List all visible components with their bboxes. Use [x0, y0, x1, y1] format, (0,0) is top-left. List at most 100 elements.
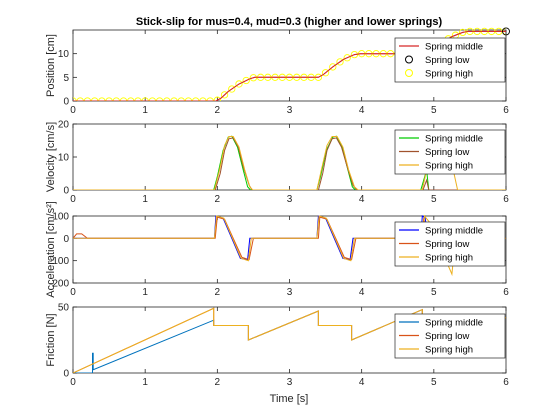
- series-marker-high: [91, 97, 99, 101]
- y-axis-label: Velocity [cm/s]: [45, 122, 57, 192]
- series-marker-high: [73, 97, 77, 101]
- legend: Spring middle Spring low Spring high: [394, 129, 506, 175]
- y-axis-label: Acceleration [cm/s²]: [45, 201, 57, 298]
- x-tick-label: 2: [215, 105, 221, 116]
- figure-title: Stick-slip for mus=0.4, mud=0.3 (higher …: [136, 16, 443, 28]
- x-tick-label: 4: [359, 377, 365, 388]
- series-marker-high: [235, 80, 243, 88]
- x-tick-label: 6: [503, 194, 509, 205]
- x-tick-label: 3: [287, 194, 293, 205]
- series-marker-high: [134, 97, 142, 101]
- y-tick-label: 100: [52, 212, 69, 223]
- legend-label: Spring middle: [425, 42, 483, 53]
- legend-label: Spring low: [425, 147, 469, 158]
- legend: Spring middle Spring low Spring high: [394, 37, 506, 83]
- legend-label: Spring middle: [425, 318, 483, 329]
- x-tick-label: 1: [142, 287, 148, 298]
- legend-swatch: [405, 55, 413, 64]
- series-marker-high: [228, 85, 236, 93]
- series-marker-high: [141, 97, 149, 101]
- x-tick-label: 6: [503, 287, 509, 298]
- y-tick-label: 10: [58, 49, 70, 60]
- legend-box: [394, 37, 506, 83]
- y-axis-label: Friction [N]: [45, 313, 57, 366]
- x-axis-label: Time [s]: [270, 393, 309, 405]
- series-marker-low: [502, 27, 510, 36]
- x-tick-label: 0: [70, 377, 76, 388]
- x-tick-label: 4: [359, 194, 365, 205]
- series-marker-high: [177, 97, 185, 101]
- y-tick-label: 50: [58, 303, 70, 314]
- series-marker-high: [206, 97, 214, 101]
- series-marker-high: [83, 97, 92, 101]
- x-tick-label: 1: [142, 377, 148, 388]
- legend-label: Spring low: [425, 239, 469, 250]
- x-tick-label: 5: [431, 377, 437, 388]
- y-tick-label: 0: [63, 234, 69, 245]
- series-marker-high: [76, 97, 84, 101]
- series-marker-high: [242, 76, 250, 85]
- series-marker-high: [163, 97, 171, 101]
- series-marker-high: [127, 97, 135, 101]
- x-tick-label: 5: [431, 287, 437, 298]
- legend-swatch: [405, 69, 413, 77]
- series-marker-high: [213, 96, 221, 101]
- legend-label: Spring middle: [425, 134, 483, 145]
- series-marker-high: [184, 97, 193, 101]
- x-tick-label: 3: [287, 105, 293, 116]
- legend: Spring middle Spring low Spring high: [394, 221, 506, 267]
- series-marker-high: [459, 28, 467, 37]
- series-marker-high: [329, 63, 337, 71]
- y-tick-label: 0: [63, 369, 69, 380]
- legend-label: Spring high: [425, 345, 473, 356]
- y-tick-label: -200: [49, 279, 69, 290]
- series-marker-high: [155, 97, 164, 101]
- y-tick-label: 20: [58, 120, 70, 131]
- legend-label: Spring low: [425, 331, 469, 342]
- series-marker-high: [192, 97, 200, 101]
- series-marker-high: [105, 97, 113, 101]
- x-tick-label: 3: [287, 377, 293, 388]
- series-marker-high: [148, 97, 157, 101]
- series-marker-high: [343, 54, 351, 62]
- x-tick-label: 6: [503, 377, 509, 388]
- x-tick-label: 2: [215, 194, 221, 205]
- y-tick-label: 0: [63, 97, 69, 108]
- series-marker-high: [112, 97, 120, 101]
- x-tick-label: 4: [359, 105, 365, 116]
- legend-label: Spring high: [425, 69, 473, 80]
- x-tick-label: 1: [142, 105, 148, 116]
- series-marker-high: [199, 97, 207, 101]
- x-tick-label: 0: [70, 194, 76, 205]
- series-marker-high: [170, 97, 178, 101]
- series-marker-high: [350, 50, 359, 59]
- legend-label: Spring low: [425, 55, 469, 66]
- series-marker-high: [98, 97, 106, 101]
- y-tick-label: 0: [63, 186, 69, 197]
- x-tick-label: 0: [70, 105, 76, 116]
- series-marker-high: [220, 91, 229, 99]
- y-tick-label: 10: [58, 153, 70, 164]
- x-tick-label: 5: [431, 194, 437, 205]
- y-tick-label: -100: [49, 256, 69, 267]
- x-tick-label: 0: [70, 287, 76, 298]
- y-axis-label: Position [cm]: [45, 34, 57, 97]
- x-tick-label: 5: [431, 105, 437, 116]
- x-tick-label: 4: [359, 287, 365, 298]
- y-tick-label: 5: [63, 73, 69, 84]
- series-marker-high: [119, 97, 128, 101]
- legend-label: Spring high: [425, 161, 473, 172]
- x-tick-label: 6: [503, 105, 509, 116]
- series-marker-high: [321, 69, 330, 77]
- legend-label: Spring high: [425, 253, 473, 264]
- x-tick-label: 3: [287, 287, 293, 298]
- x-tick-label: 2: [215, 287, 221, 298]
- series-line-2: [73, 137, 506, 190]
- x-tick-label: 1: [142, 194, 148, 205]
